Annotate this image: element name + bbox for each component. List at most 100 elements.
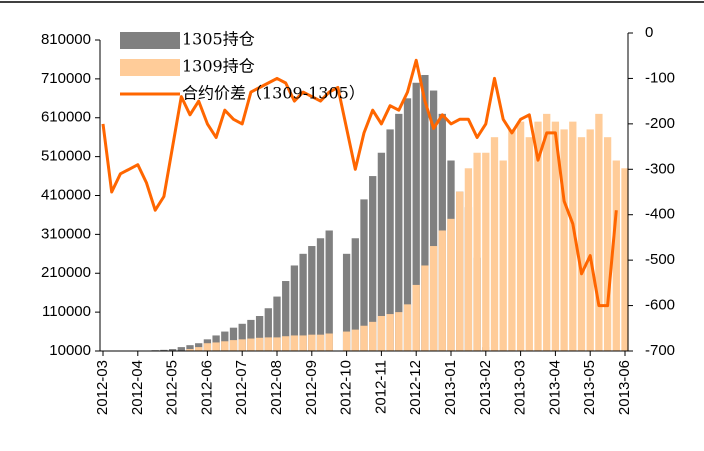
bar xyxy=(299,335,307,351)
bar xyxy=(195,347,203,351)
x-tick-label: 2012-11 xyxy=(372,360,389,414)
y-tick-label: 410000 xyxy=(41,186,91,203)
bar xyxy=(490,137,499,351)
bar xyxy=(238,323,246,351)
bar xyxy=(255,337,264,351)
x-tick-label: 2013-04 xyxy=(546,360,563,415)
legend-label: 1305持仓 xyxy=(182,30,255,49)
bar xyxy=(395,312,403,351)
bar xyxy=(325,333,333,351)
bar xyxy=(351,329,359,351)
legend-label: 1309持仓 xyxy=(182,57,255,76)
x-tick-label: 2013-01 xyxy=(442,360,459,415)
x-tick-label: 2012-07 xyxy=(233,360,250,415)
y-tick-label: 810000 xyxy=(41,31,91,48)
bar xyxy=(464,168,473,351)
bar xyxy=(377,316,386,351)
bar xyxy=(282,281,290,351)
bar xyxy=(186,345,194,351)
bar xyxy=(360,325,368,351)
bar xyxy=(316,238,325,351)
bar xyxy=(299,253,307,351)
y2-tick-label: -100 xyxy=(645,69,675,86)
bar xyxy=(308,334,316,351)
bar xyxy=(351,238,359,351)
x-tick-label: 2012-08 xyxy=(268,360,285,415)
legend-label: 合约价差（1309-1305） xyxy=(182,84,365,103)
bar xyxy=(499,160,507,351)
line xyxy=(101,58,618,308)
y-tick-label: 610000 xyxy=(41,109,91,126)
y-tick-label: 110000 xyxy=(42,303,91,320)
bar xyxy=(238,339,246,351)
bar xyxy=(325,230,333,351)
y-tick-label: 310000 xyxy=(41,225,91,242)
x-tick-label: 2013-03 xyxy=(512,360,529,415)
bar xyxy=(264,337,272,351)
bar xyxy=(447,218,455,351)
bar xyxy=(264,308,272,351)
x-tick-label: 2013-06 xyxy=(616,360,633,415)
bar xyxy=(160,349,168,351)
x-tick-label: 2012-12 xyxy=(407,360,424,415)
bar xyxy=(247,338,255,351)
bar xyxy=(255,316,264,351)
bar xyxy=(534,121,542,351)
y-tick-label: 10000 xyxy=(49,342,91,359)
bar xyxy=(377,152,386,351)
bar xyxy=(342,331,351,351)
bar xyxy=(595,113,603,351)
bar xyxy=(360,199,368,351)
bar xyxy=(569,121,577,351)
bar xyxy=(229,327,238,351)
bar xyxy=(603,137,612,351)
bar xyxy=(168,349,177,351)
bar xyxy=(403,98,412,351)
y-tick-label: 710000 xyxy=(41,70,91,87)
bar xyxy=(203,343,212,351)
x-tick-label: 2012-10 xyxy=(338,360,355,415)
x-tick-label: 2012-05 xyxy=(164,360,181,415)
bar xyxy=(412,82,420,351)
y2-tick-label: 0 xyxy=(645,24,653,41)
bar xyxy=(421,265,429,351)
bar xyxy=(403,304,412,351)
bar xyxy=(369,321,377,351)
bar xyxy=(290,335,299,351)
bar xyxy=(525,137,533,351)
legend-swatch xyxy=(120,59,180,76)
bar xyxy=(290,265,299,351)
bar xyxy=(508,129,516,351)
legend-swatch xyxy=(120,32,180,49)
y2-tick-label: -600 xyxy=(645,297,675,314)
bar xyxy=(386,314,394,351)
bar xyxy=(516,121,525,351)
bar xyxy=(177,347,185,351)
bar xyxy=(612,160,620,351)
bar xyxy=(438,230,446,351)
bar xyxy=(273,337,281,351)
y2-tick-label: -700 xyxy=(645,342,675,359)
bar xyxy=(342,253,351,351)
y-tick-label: 510000 xyxy=(41,148,91,165)
bar xyxy=(429,246,438,351)
x-tick-label: 2012-06 xyxy=(198,360,215,415)
y-tick-label: 210000 xyxy=(41,264,91,281)
bar xyxy=(551,121,560,351)
x-tick-label: 2013-02 xyxy=(477,360,494,415)
bar xyxy=(586,129,594,351)
bar xyxy=(473,152,481,351)
bar xyxy=(308,246,316,351)
y2-tick-label: -400 xyxy=(645,206,675,223)
bar xyxy=(369,176,377,351)
bar xyxy=(482,152,490,351)
bar xyxy=(212,342,220,351)
x-tick-label: 2012-03 xyxy=(94,360,111,415)
bar xyxy=(221,341,229,351)
x-tick-label: 2012-04 xyxy=(129,360,146,415)
y2-tick-label: -200 xyxy=(645,115,675,132)
bar xyxy=(247,319,255,351)
bar xyxy=(273,296,281,351)
bar xyxy=(229,340,238,351)
